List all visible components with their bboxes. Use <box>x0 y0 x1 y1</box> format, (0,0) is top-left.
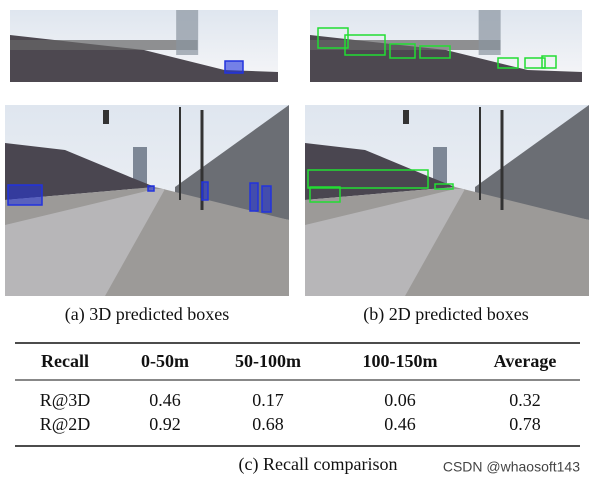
table-cell: R@3D <box>40 390 91 410</box>
detection-box <box>309 186 341 203</box>
caption-a: (a) 3D predicted boxes <box>65 304 229 325</box>
detection-box <box>497 57 519 69</box>
detection-box <box>419 45 451 59</box>
image-panels <box>5 10 589 296</box>
table-cell: 0.32 <box>509 390 541 410</box>
table-header-cell: 0-50m <box>141 351 189 371</box>
detection-box <box>541 55 557 69</box>
table-cell: 0.92 <box>149 414 181 434</box>
caption-b: (b) 2D predicted boxes <box>363 304 528 325</box>
table-cell: 0.78 <box>509 414 541 434</box>
caption-c: (c) Recall comparison <box>239 454 398 475</box>
photo-road <box>5 189 165 296</box>
table-cell: 0.17 <box>252 390 284 410</box>
photo-cars <box>310 40 501 50</box>
detection-box <box>307 169 429 189</box>
table-header-cell: Average <box>494 351 557 371</box>
photo-light <box>403 110 409 124</box>
detection-box <box>344 34 386 56</box>
table-cell: R@2D <box>40 414 91 434</box>
watermark: CSDN @whaosoft143 <box>443 459 580 475</box>
table-cell: 0.68 <box>252 414 284 434</box>
photo-light <box>103 110 109 124</box>
table-cell: 0.46 <box>149 390 181 410</box>
detection-box <box>434 183 454 190</box>
photo-building <box>176 10 199 55</box>
detection-box <box>201 181 209 201</box>
table-cell: 0.46 <box>384 414 416 434</box>
photo-building <box>478 10 501 55</box>
detection-box <box>389 43 416 59</box>
detection-box <box>317 27 349 49</box>
detection-box <box>147 185 155 192</box>
table-header-cell: Recall <box>41 351 89 371</box>
detection-box <box>249 182 259 212</box>
photo-hill <box>305 143 455 200</box>
table-header-cell: 100-150m <box>363 351 438 371</box>
table-header-cell: 50-100m <box>235 351 301 371</box>
detection-box <box>7 184 43 206</box>
detection-box <box>524 57 546 69</box>
photo-road <box>305 189 465 296</box>
detection-box <box>224 60 244 74</box>
recall-table: Recall 0-50m 50-100m 100-150m Average R@3D 0.4… <box>40 351 557 434</box>
detection-box <box>261 185 272 213</box>
photo-cars <box>10 40 198 50</box>
table-cell: 0.06 <box>384 390 416 410</box>
